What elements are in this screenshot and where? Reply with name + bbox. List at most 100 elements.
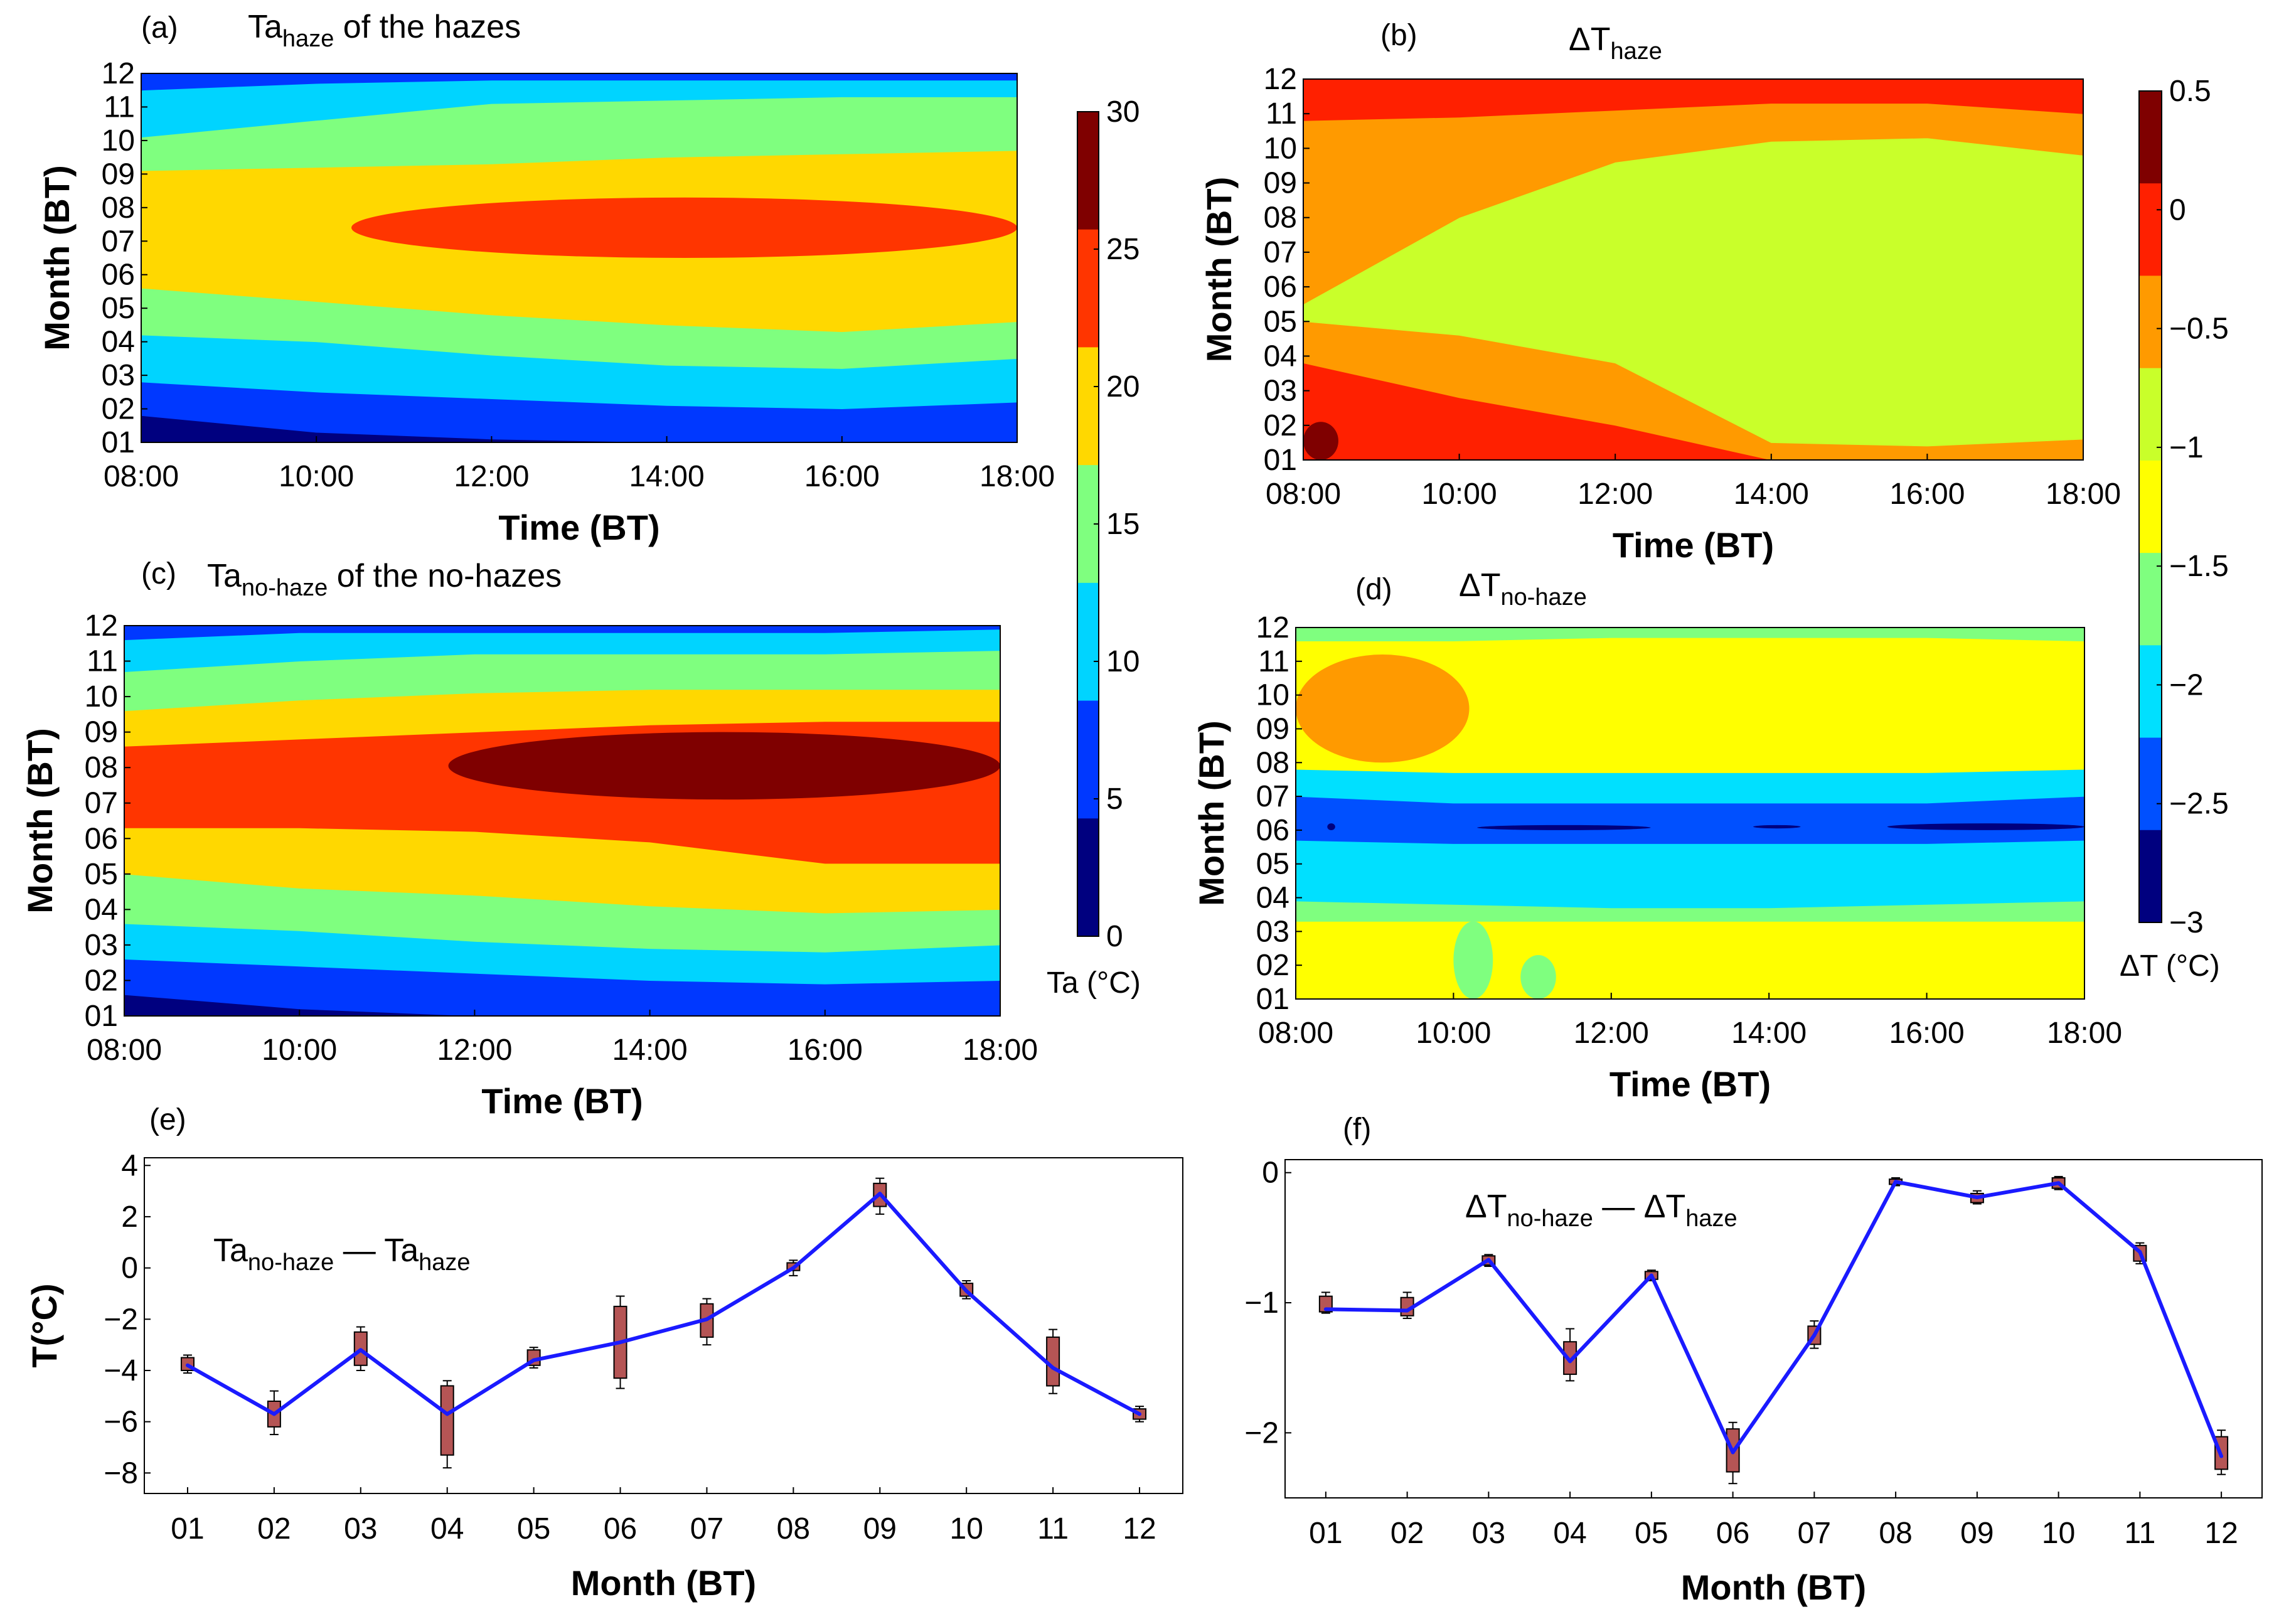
contour-band-1 <box>1296 921 2084 999</box>
colorbar-tick-label: −1 <box>2169 431 2204 464</box>
data-point-02 <box>1405 1308 1409 1313</box>
colorbar-segment <box>2139 368 2162 461</box>
colorbar-segment <box>1077 818 1099 937</box>
y-tick-label: 02 <box>102 393 135 426</box>
y-tick-label: 08 <box>1256 746 1289 779</box>
colorbar-tick-label: 30 <box>1106 95 1140 129</box>
panel-label: (e) <box>149 1103 186 1136</box>
y-tick-label: 2 <box>121 1200 138 1234</box>
x-tick-label: 05 <box>517 1512 550 1546</box>
data-point-07 <box>1812 1333 1817 1337</box>
title-subscript: haze <box>1611 38 1662 65</box>
x-tick-label: 14:00 <box>612 1034 688 1067</box>
x-tick-label: 12 <box>1123 1512 1156 1546</box>
x-tick-label: 10:00 <box>1422 478 1497 511</box>
y-tick-label: 09 <box>1256 712 1289 745</box>
y-tick-label: 12 <box>85 609 118 643</box>
legend-a-subscript: no-haze <box>248 1249 334 1276</box>
x-tick-label: 16:00 <box>804 460 880 493</box>
y-tick-label: 11 <box>104 90 135 124</box>
x-tick-label: 10:00 <box>1416 1017 1491 1050</box>
y-axis-label: Month (BT) <box>1199 177 1239 362</box>
contour-band-8 <box>141 73 1017 91</box>
y-tick-label: 09 <box>102 158 135 191</box>
y-tick-label: 11 <box>1266 97 1297 131</box>
y-tick-label: 08 <box>85 751 118 784</box>
colorbar-tick-label: −1.5 <box>2169 550 2229 583</box>
contour-patch-1 <box>1303 422 1338 460</box>
x-tick-label: 16:00 <box>787 1034 863 1067</box>
contour-patch-7 <box>1887 823 2084 830</box>
colorbar-segment <box>1077 112 1099 230</box>
box-04 <box>440 1385 454 1456</box>
colorbar-cb2: −3 −2.5 −2 −1.5 −1 −0.5 0 0.5 ΔT (°C) <box>2120 75 2229 983</box>
heatmap-contours <box>124 626 1000 1016</box>
y-tick-label: 06 <box>85 822 118 855</box>
panel-title: Tahaze of the hazes <box>248 9 521 52</box>
data-point-03 <box>1486 1258 1491 1262</box>
contour-band-3 <box>1296 840 2084 909</box>
line-chart-f: −2 −1 0 01 02 03 04 05 06 07 08 09 10 11 12 Month (BT) (… <box>1244 1113 2263 1607</box>
colorbar-segment <box>2139 830 2162 923</box>
y-axis-label: T(°C) <box>24 1283 64 1367</box>
x-tick-label: 01 <box>171 1512 204 1546</box>
legend-a: ΔT <box>1465 1189 1507 1225</box>
y-tick-label: 01 <box>1264 444 1297 477</box>
y-tick-label: 04 <box>85 893 118 926</box>
x-tick-label: 08:00 <box>104 460 179 493</box>
legend-dash: — <box>334 1232 384 1269</box>
y-tick-label: 01 <box>1256 983 1289 1016</box>
x-tick-label: 18:00 <box>963 1034 1038 1067</box>
x-tick-label: 18:00 <box>979 460 1055 493</box>
x-tick-label: 08 <box>777 1512 810 1546</box>
contour-band-7 <box>1296 628 2084 642</box>
x-tick-label: 12 <box>2204 1517 2238 1550</box>
legend-b-subscript: haze <box>419 1249 470 1276</box>
title-subscript: no-haze <box>1501 584 1587 611</box>
y-axis-label: Month (BT) <box>37 165 77 350</box>
y-tick-label: 06 <box>102 259 135 292</box>
colorbar-tick-label: −3 <box>2169 906 2204 939</box>
y-tick-label: 0 <box>121 1252 138 1285</box>
colorbar-tick-label: 0 <box>2169 193 2186 227</box>
data-point-11 <box>1051 1365 1055 1370</box>
contour-patch-6 <box>1753 825 1801 829</box>
panel-label: (c) <box>141 557 176 590</box>
data-point-04 <box>1568 1359 1572 1364</box>
y-tick-label: 03 <box>1264 375 1297 408</box>
contour-band-5 <box>1296 769 2084 804</box>
x-axis-label: Month (BT) <box>1681 1568 1866 1607</box>
x-tick-label: 02 <box>1390 1517 1424 1550</box>
y-tick-label: 05 <box>1264 305 1297 338</box>
x-tick-label: 06 <box>1716 1517 1749 1550</box>
y-tick-label: 04 <box>1256 882 1289 915</box>
title-main: Ta <box>207 558 242 594</box>
data-point-10 <box>964 1289 969 1293</box>
y-axis-label: Month (BT) <box>1192 720 1231 905</box>
plot-frame <box>124 625 1001 1017</box>
colorbar-segment <box>2139 737 2162 831</box>
contour-patch-1 <box>1296 654 1470 763</box>
data-point-06 <box>618 1340 622 1345</box>
y-tick-label: 10 <box>1264 132 1297 165</box>
y-tick-label: 12 <box>102 57 135 90</box>
box-04 <box>1563 1341 1577 1376</box>
colorbar-segment <box>1077 347 1099 466</box>
colorbar-tick-label: 20 <box>1106 370 1140 403</box>
x-tick-label: 12:00 <box>1577 478 1653 511</box>
x-tick-label: 02 <box>257 1512 291 1546</box>
x-tick-label: 03 <box>1472 1517 1505 1550</box>
x-tick-label: 10 <box>2042 1517 2075 1550</box>
y-tick-label: −4 <box>104 1354 138 1387</box>
x-tick-label: 07 <box>690 1512 723 1546</box>
contour-band-10 <box>124 626 1000 641</box>
data-point-09 <box>878 1192 882 1196</box>
x-tick-label: 03 <box>344 1512 377 1546</box>
x-tick-label: 12:00 <box>437 1034 512 1067</box>
data-point-09 <box>1975 1195 1979 1200</box>
colorbar-tick-label: −2 <box>2169 668 2204 702</box>
x-tick-label: 05 <box>1635 1517 1668 1550</box>
heatmap-contours <box>1303 79 2083 460</box>
